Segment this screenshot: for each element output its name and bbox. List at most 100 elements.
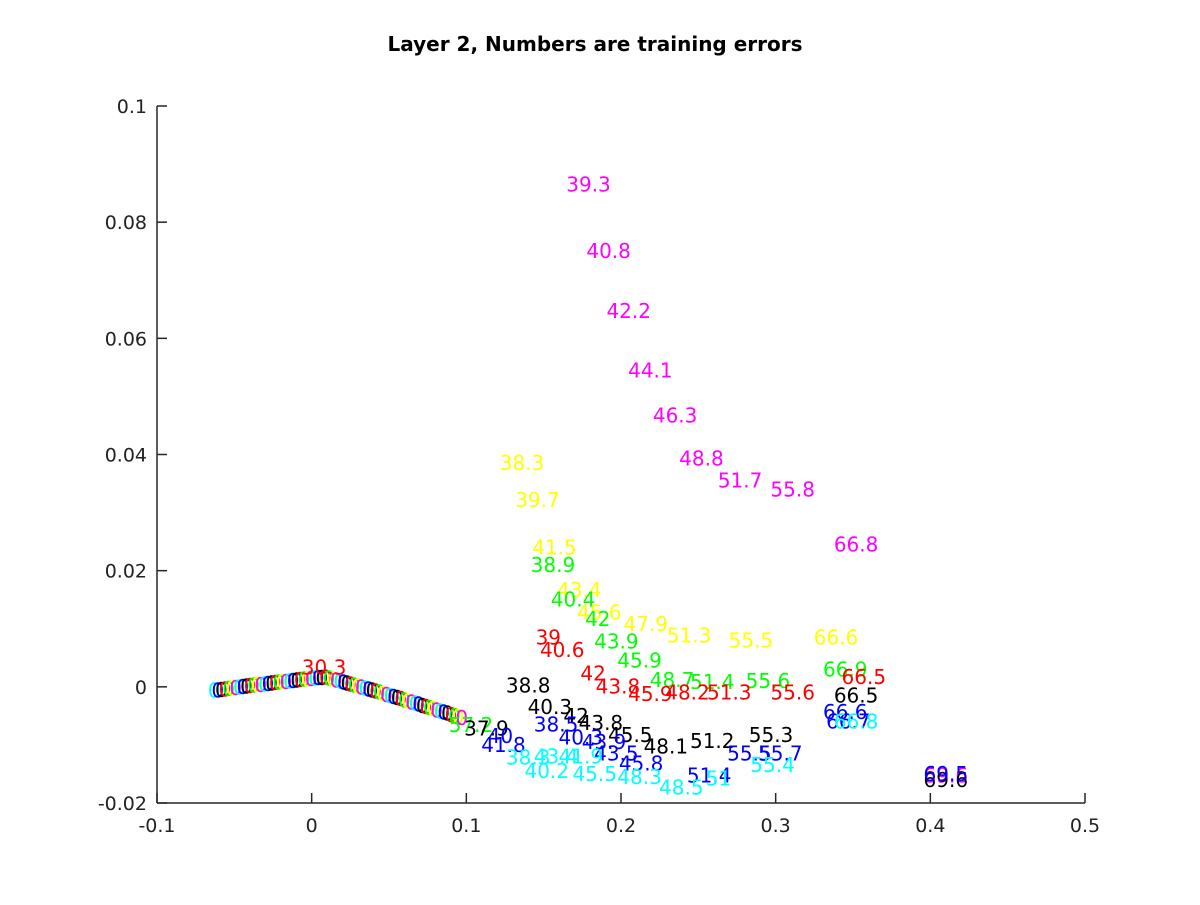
cluster-mark: 0 — [341, 671, 354, 695]
point-label: 45.5 — [572, 762, 617, 786]
x-tick-label: 0.3 — [761, 815, 791, 837]
cluster-mark: 0 — [441, 702, 454, 726]
cluster-mark: 0 — [308, 667, 321, 691]
cluster-mark: 0 — [258, 672, 271, 696]
point-label: 55.6 — [770, 681, 815, 705]
point-label: 38.5 — [534, 713, 579, 737]
cluster-mark: 0 — [215, 678, 228, 702]
cluster-mark: 0 — [315, 666, 328, 690]
cluster-mark: 0 — [448, 704, 461, 728]
cluster-mark: 0 — [208, 679, 221, 703]
cluster-mark: 0 — [412, 693, 425, 717]
point-label: 51.3 — [707, 681, 752, 705]
cluster-mark: 0 — [233, 676, 246, 700]
point-label: 51.2 — [690, 729, 735, 753]
cluster-mark: 0 — [419, 695, 432, 719]
point-label: 66.5 — [834, 684, 879, 708]
cluster-mark: 0 — [219, 677, 232, 701]
chart-title: Layer 2, Numbers are training errors — [387, 32, 802, 56]
cluster-mark: 0 — [369, 680, 382, 704]
point-label: 55.5 — [729, 628, 774, 652]
point-label: 51.3 — [667, 624, 712, 648]
cluster-mark: 0 — [222, 677, 235, 701]
point-label: 38.3 — [506, 746, 551, 770]
point-label: 41.5 — [532, 535, 577, 559]
point-label: 48.1 — [644, 735, 689, 759]
cluster-mark: 0 — [358, 677, 371, 701]
data-labels: 0000000000000000000000000000000000000000… — [208, 172, 968, 799]
cluster-mark: 0 — [402, 689, 415, 713]
cluster-mark: 0 — [251, 673, 264, 697]
x-tick-label: -0.1 — [138, 815, 175, 837]
point-label: 69.5 — [924, 762, 969, 786]
y-tick-label: 0 — [135, 677, 147, 699]
point-label: 40.6 — [540, 638, 585, 662]
cluster-mark: 0 — [287, 669, 300, 693]
point-label: 43.4 — [534, 745, 579, 769]
cluster-mark: 0 — [445, 703, 458, 727]
cluster-mark: 0 — [298, 668, 311, 692]
point-label: 47.9 — [623, 612, 668, 636]
cluster-mark: 0 — [391, 686, 404, 710]
y-tick-label: 0.04 — [105, 445, 147, 467]
cluster-mark: 0 — [366, 679, 379, 703]
cluster-mark: 0 — [398, 688, 411, 712]
cluster-mark: 0 — [326, 667, 339, 691]
cluster-mark: 0 — [362, 678, 375, 702]
cluster-mark: 0 — [262, 672, 275, 696]
point-label: 40.4 — [551, 588, 596, 612]
point-label: 43.9 — [582, 730, 627, 754]
cluster-mark: 0 — [240, 675, 253, 699]
point-label: 43.4 — [557, 578, 602, 602]
cluster-mark: 0 — [211, 678, 224, 702]
point-label: 40 — [488, 724, 513, 748]
x-tick-label: 0.4 — [915, 815, 945, 837]
y-tick-label: -0.02 — [98, 793, 147, 815]
cluster-mark: 0 — [280, 670, 293, 694]
point-label: 45.9 — [617, 649, 662, 673]
cluster-mark: 0 — [384, 684, 397, 708]
cluster-mark: 0 — [265, 671, 278, 695]
y-tick-label: 0.06 — [105, 328, 147, 350]
cluster-mark: 0 — [355, 675, 368, 699]
point-label: 45.5 — [608, 723, 653, 747]
cluster-mark: 0 — [373, 681, 386, 705]
cluster-mark: 0 — [376, 682, 389, 706]
point-label: 40.3 — [559, 725, 604, 749]
cluster-mark: 0 — [294, 668, 307, 692]
point-label: 69.6 — [924, 768, 969, 792]
cluster-mark: 0 — [254, 673, 267, 697]
cluster-mark: 0 — [276, 670, 289, 694]
point-label: 37.9 — [464, 717, 509, 741]
cluster-mark: 0 — [337, 670, 350, 694]
cluster-mark: 0 — [330, 668, 343, 692]
point-label: 43.8 — [596, 674, 641, 698]
point-label: 41.8 — [481, 733, 526, 757]
x-tick-label: 0.5 — [1070, 815, 1100, 837]
cluster-mark: 0 — [301, 667, 314, 691]
point-label: 48.2 — [665, 681, 710, 705]
point-label: 44.1 — [628, 358, 673, 382]
cluster-mark: 0 — [380, 683, 393, 707]
cluster-mark: 0 — [394, 687, 407, 711]
cluster-mark: 0 — [237, 675, 250, 699]
cluster-mark: 0 — [319, 665, 332, 689]
cluster-mark: 0 — [416, 694, 429, 718]
cluster-mark: 0 — [226, 676, 239, 700]
point-label: 57.2 — [449, 713, 494, 737]
point-label: 38.9 — [531, 553, 576, 577]
point-label: 46.3 — [653, 404, 698, 428]
x-tick-label: 0.1 — [451, 815, 481, 837]
point-label: 40.3 — [528, 695, 573, 719]
cluster-mark: 0 — [272, 671, 285, 695]
point-label: 66.6 — [814, 625, 859, 649]
cluster-mark: 0 — [351, 674, 364, 698]
point-label: 48.7 — [650, 668, 695, 692]
cluster-mark: 0 — [348, 673, 361, 697]
y-tick-label: 0.1 — [117, 96, 147, 118]
point-label: 39 — [536, 625, 561, 649]
cluster-mark: 0 — [405, 690, 418, 714]
cluster-mark: 0 — [283, 669, 296, 693]
cluster-mark: 0 — [244, 674, 257, 698]
point-label: 55.5 — [727, 742, 772, 766]
